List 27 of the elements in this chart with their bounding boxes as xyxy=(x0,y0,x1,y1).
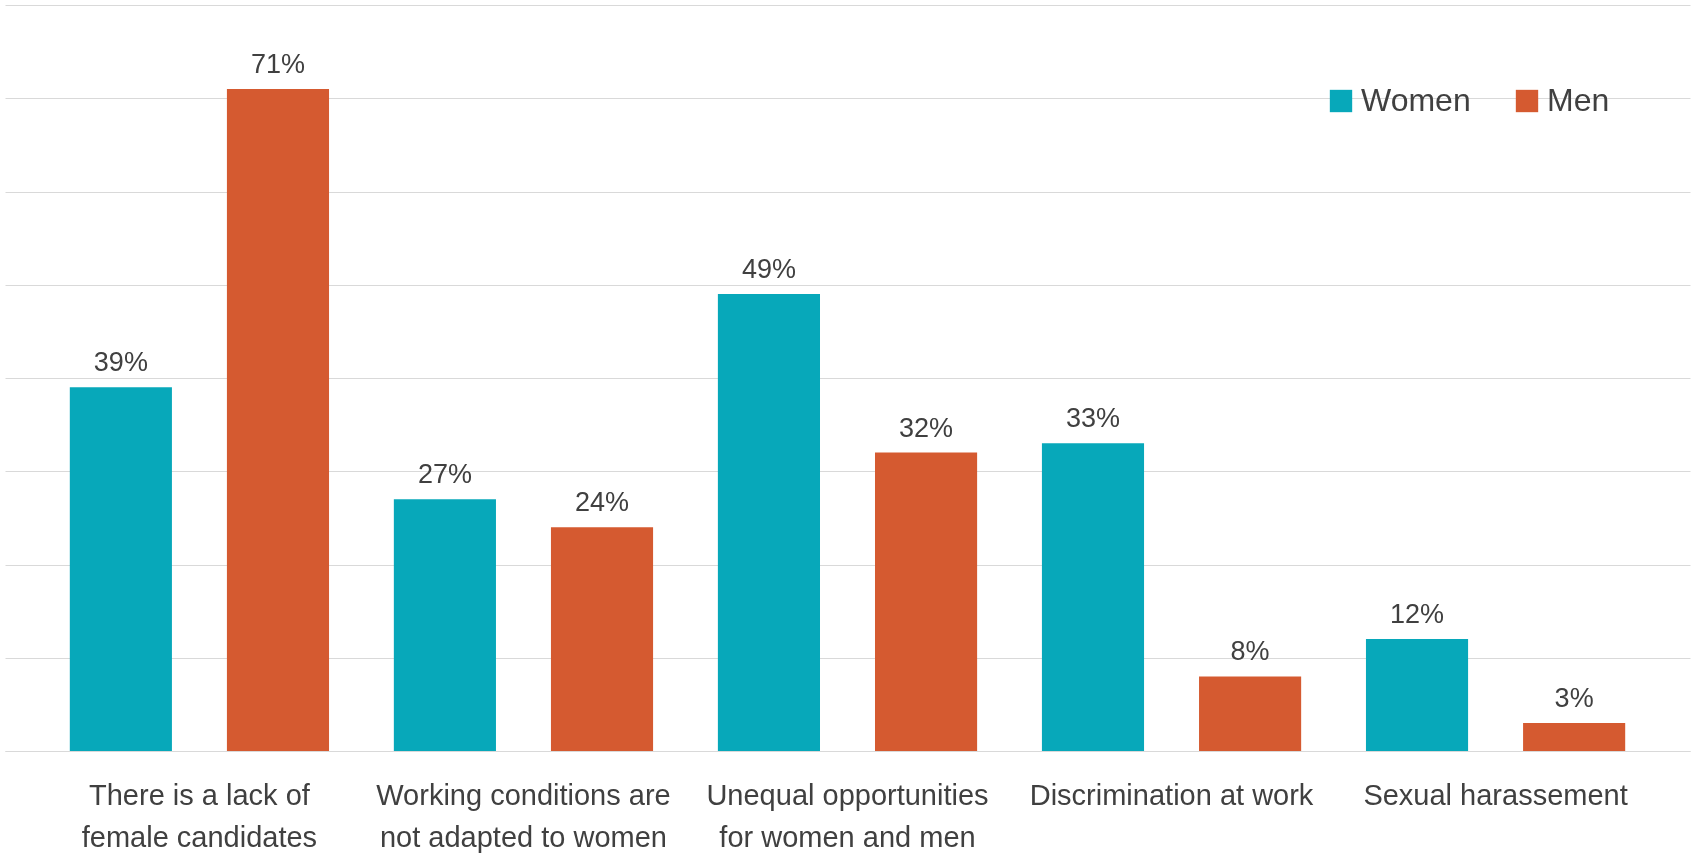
bar xyxy=(1199,676,1302,751)
x-tick-label: Discrimination at work xyxy=(1029,778,1314,811)
data-label: 3% xyxy=(1554,683,1594,714)
data-label: 24% xyxy=(574,487,630,518)
data-label: 39% xyxy=(93,347,148,378)
bar xyxy=(717,294,821,751)
bar xyxy=(69,387,172,751)
data-label: 8% xyxy=(1230,636,1270,667)
x-tick-label: There is a lack of female candidates xyxy=(81,778,318,853)
x-tick-label: Unequal opportunities for women and men xyxy=(706,778,989,853)
data-label: 71% xyxy=(250,48,305,79)
x-tick-label: Working conditions are not adapted to women xyxy=(376,778,671,853)
bar xyxy=(393,499,496,751)
bar xyxy=(1041,443,1145,751)
bar xyxy=(550,527,654,751)
bar xyxy=(226,88,330,751)
data-label: 27% xyxy=(417,459,472,490)
bar xyxy=(1523,723,1626,751)
legend-label: Women xyxy=(1361,82,1471,118)
legend-label: Men xyxy=(1547,82,1610,118)
x-tick-label: Sexual harassement xyxy=(1363,778,1628,811)
data-label: 32% xyxy=(899,412,954,443)
bar xyxy=(1365,639,1469,751)
data-label: 49% xyxy=(741,254,796,285)
data-label: 12% xyxy=(1390,599,1445,630)
bar xyxy=(874,452,978,751)
data-label: 33% xyxy=(1065,403,1121,434)
